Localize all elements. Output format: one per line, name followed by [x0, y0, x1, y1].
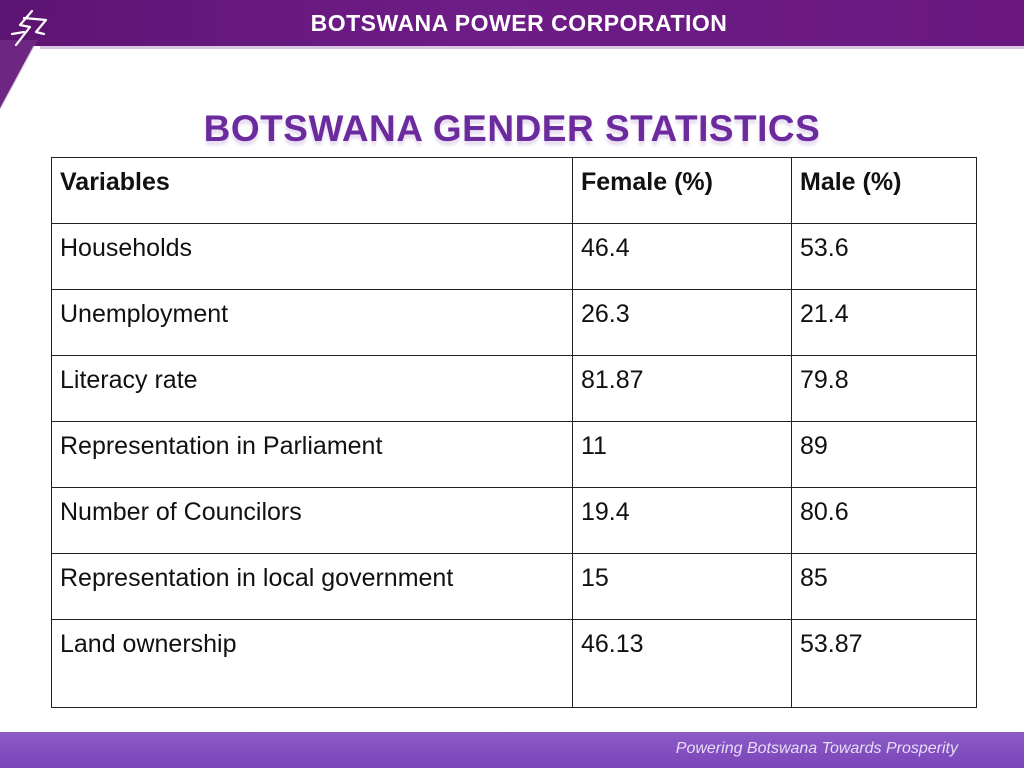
female-value-cell: 19.4	[572, 487, 792, 554]
female-value-cell: 26.3	[572, 289, 792, 356]
variable-cell: Representation in local government	[51, 553, 573, 620]
column-header-variables: Variables	[51, 157, 573, 224]
female-value-cell: 11	[572, 421, 792, 488]
male-value-cell: 80.6	[791, 487, 977, 554]
footer-bar	[0, 732, 1024, 768]
variable-cell: Literacy rate	[51, 355, 573, 422]
male-value-cell: 79.8	[791, 355, 977, 422]
table-header-row: Variables Female (%) Male (%)	[51, 157, 977, 224]
organization-name: BOTSWANA POWER CORPORATION	[310, 10, 728, 36]
variable-cell: Number of Councilors	[51, 487, 573, 554]
female-value-cell: 46.4	[572, 223, 792, 290]
footer-tagline: Powering Botswana Towards Prosperity	[675, 740, 958, 757]
variable-cell: Households	[51, 223, 573, 290]
variable-cell: Representation in Parliament	[51, 421, 573, 488]
female-value-cell: 46.13	[572, 619, 792, 708]
table-row: Representation in local government 15 85	[51, 553, 977, 620]
header-divider	[40, 46, 1024, 49]
variable-cell: Land ownership	[51, 619, 573, 708]
column-header-male: Male (%)	[791, 157, 977, 224]
header-bar	[0, 0, 1024, 46]
table-row: Households 46.4 53.6	[51, 223, 977, 290]
male-value-cell: 21.4	[791, 289, 977, 356]
table-row: Number of Councilors 19.4 80.6	[51, 487, 977, 554]
table-row: Land ownership 46.13 53.87	[51, 619, 977, 708]
corner-wedge-highlight	[0, 40, 38, 110]
column-header-female: Female (%)	[572, 157, 792, 224]
male-value-cell: 53.6	[791, 223, 977, 290]
slide-title: BOTSWANA GENDER STATISTICS	[203, 108, 821, 149]
variable-cell: Unemployment	[51, 289, 573, 356]
table-row: Representation in Parliament 11 89	[51, 421, 977, 488]
male-value-cell: 85	[791, 553, 977, 620]
table-row: Literacy rate 81.87 79.8	[51, 355, 977, 422]
bpc-lightning-logo-icon	[10, 9, 48, 47]
female-value-cell: 81.87	[572, 355, 792, 422]
female-value-cell: 15	[572, 553, 792, 620]
male-value-cell: 89	[791, 421, 977, 488]
gender-statistics-table: Variables Female (%) Male (%) Households…	[51, 157, 977, 708]
table-row: Unemployment 26.3 21.4	[51, 289, 977, 356]
male-value-cell: 53.87	[791, 619, 977, 708]
